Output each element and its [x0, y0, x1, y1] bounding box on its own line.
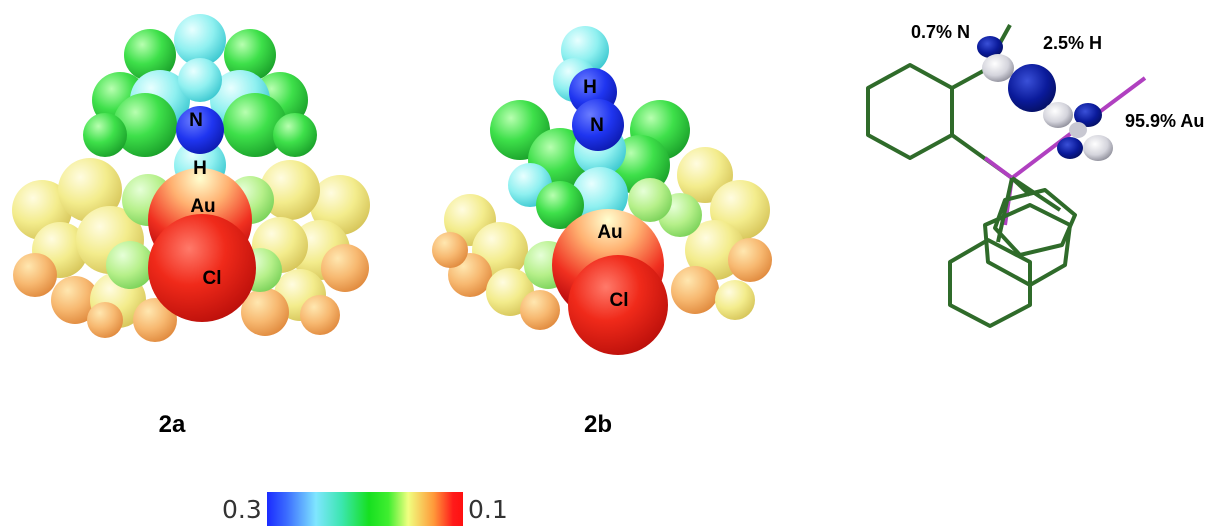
atom-label-cl: Cl — [610, 290, 629, 311]
phosphine-substituent-atoms-right — [226, 160, 370, 336]
atom-label-au: Au — [597, 222, 622, 243]
nh-atoms — [569, 68, 624, 151]
amine-group-atoms — [490, 26, 690, 229]
phosphine-substituent-atoms-left — [432, 194, 572, 330]
molecule-2b: H N Au Cl 2b — [432, 26, 772, 438]
panel-label-2b: 2b — [584, 411, 612, 438]
orbital-lobes — [977, 36, 1113, 161]
atom-label-n: N — [189, 110, 203, 131]
annotation-h-contribution: 2.5% H — [1043, 33, 1102, 53]
orbital-diagram: 0.7% N 2.5% H 95.9% Au — [866, 22, 1204, 328]
phosphine-substituent-atoms-right — [658, 147, 772, 320]
atom-label-n: N — [590, 115, 604, 136]
molecule-2a: N H Au Cl 2a — [12, 14, 370, 438]
atom-label-cl: Cl — [203, 268, 222, 289]
atom-label-au: Au — [190, 196, 215, 217]
au-cl-atoms — [552, 209, 668, 355]
color-scale-min-label: 0.3 — [222, 495, 262, 524]
color-scale-bar — [267, 492, 463, 526]
au-cl-atoms — [148, 168, 256, 322]
atom-label-h: H — [583, 77, 597, 98]
amine-group-atoms — [83, 14, 317, 157]
annotation-au-contribution: 95.9% Au — [1125, 111, 1204, 131]
panel-label-2a: 2a — [159, 411, 186, 438]
atom-label-h: H — [193, 158, 207, 179]
color-scale-max-label: 0.1 — [468, 495, 508, 524]
annotation-n-contribution: 0.7% N — [911, 22, 970, 42]
